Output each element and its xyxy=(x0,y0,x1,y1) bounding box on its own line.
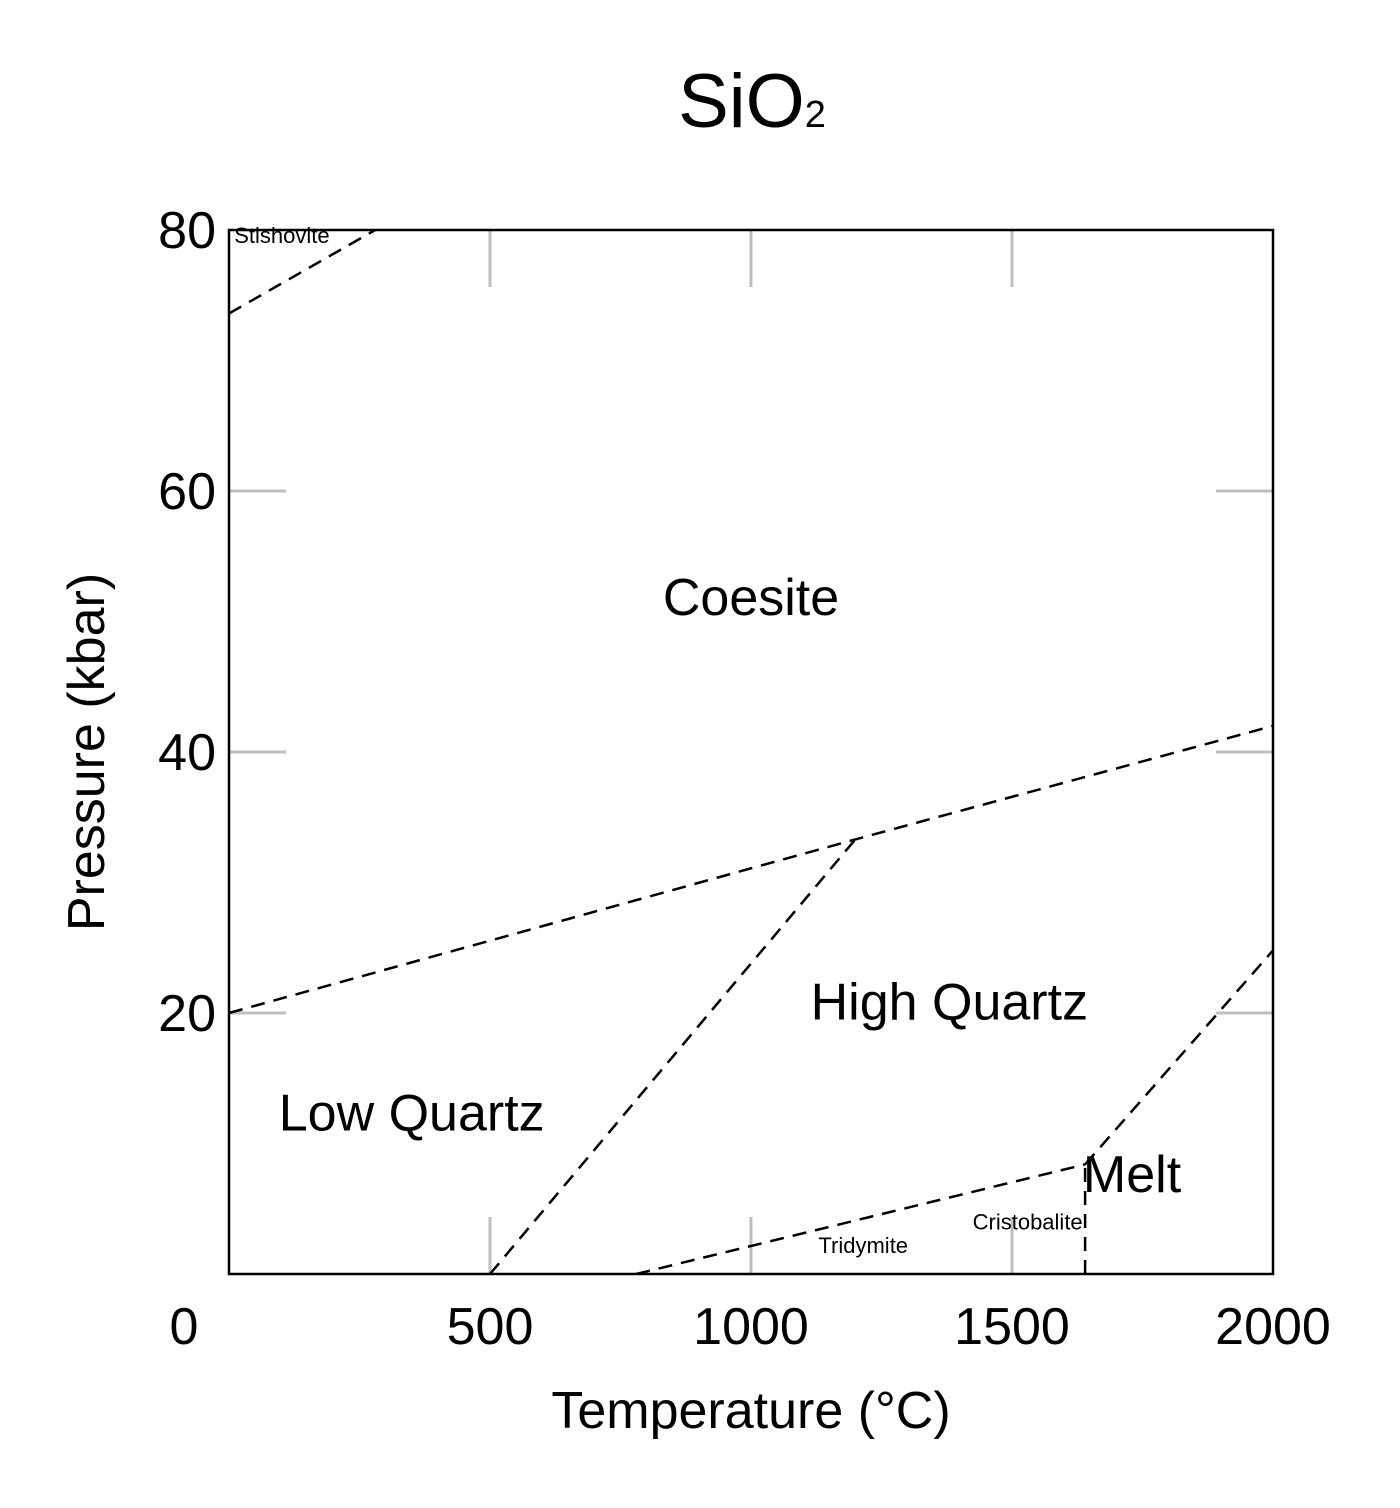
chart-title-subscript: 2 xyxy=(805,94,826,136)
phase-boundaries xyxy=(228,228,1274,1276)
boundary-melting-curve xyxy=(1084,949,1274,1166)
region-label-cristobalite: Cristobalite xyxy=(973,1210,1083,1235)
x-tick-label: 0 xyxy=(170,1298,199,1356)
region-label-tridymite: Tridymite xyxy=(818,1233,908,1258)
region-label-melt: Melt xyxy=(1083,1146,1182,1204)
x-axis-label: Temperature (°C) xyxy=(551,1382,950,1440)
x-tick-label: 1000 xyxy=(693,1298,809,1356)
region-labels: Stishovite Coesite High Quartz Low Quartz Me… xyxy=(234,223,1182,1258)
x-tick-label: 2000 xyxy=(1215,1298,1331,1356)
boundary-quartz-tridymite-cristobalite xyxy=(635,1163,1086,1276)
region-label-stishovite: Stishovite xyxy=(234,223,329,248)
x-tick-label: 1500 xyxy=(954,1298,1070,1356)
boundary-low-high-quartz xyxy=(489,838,857,1275)
boundary-coesite-stishovite xyxy=(228,228,376,315)
y-tick-label: 20 xyxy=(158,985,216,1043)
region-label-low-quartz: Low Quartz xyxy=(279,1084,545,1142)
y-tick-label: 80 xyxy=(158,202,216,260)
chart-title: SiO2 xyxy=(678,59,826,144)
x-tick-label: 500 xyxy=(447,1298,534,1356)
plot-frame xyxy=(227,228,1275,1276)
boundary-quartz-coesite xyxy=(228,724,1274,1015)
tick-labels: 0 500 1000 1500 2000 20 40 60 80 xyxy=(158,202,1331,1356)
y-tick-label: 40 xyxy=(158,724,216,782)
axis-ticks xyxy=(229,230,1273,1274)
chart-title-main: SiO xyxy=(678,59,805,144)
region-label-coesite: Coesite xyxy=(663,569,839,627)
region-label-high-quartz: High Quartz xyxy=(811,974,1088,1032)
y-axis-label: Pressure (kbar) xyxy=(58,573,116,931)
y-tick-label: 60 xyxy=(158,463,216,521)
